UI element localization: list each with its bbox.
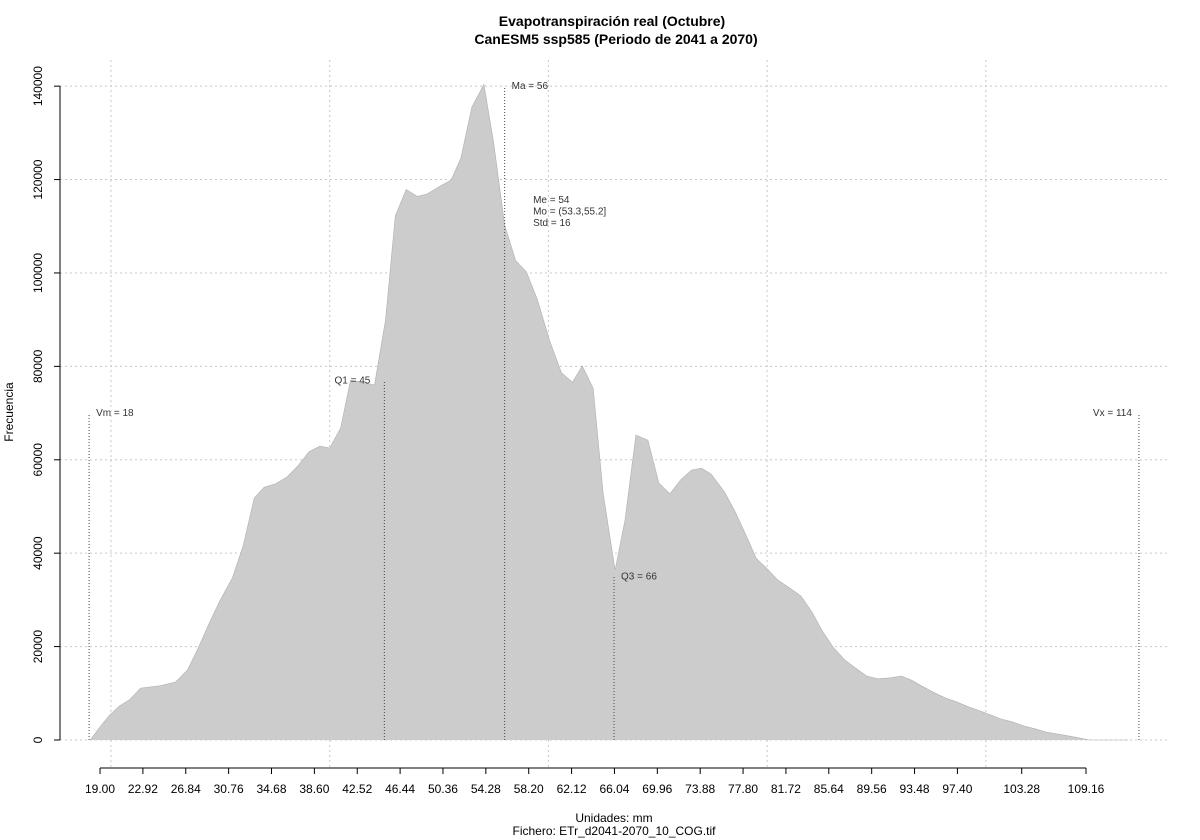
y-tick-label: 140000 [31,66,45,106]
y-axis-label: Frecuencia [2,382,16,442]
x-tick-label: 34.68 [256,782,286,796]
x-tick-label: 81.72 [771,782,801,796]
stat-text: Mo = (53.3,55.2] [533,206,606,217]
stat-label: Q1 = 45 [335,375,371,386]
x-axis-label: Unidades: mm [575,811,652,825]
x-tick-label: 19.00 [85,782,115,796]
x-tick-label: 38.60 [299,782,329,796]
x-tick-label: 77.80 [728,782,758,796]
y-tick-label: 60000 [31,443,45,477]
x-tick-label: 26.84 [171,782,201,796]
stat-label: Q3 = 66 [621,572,657,583]
chart-title: Evapotranspiración real (Octubre) [499,13,725,29]
area [89,83,1128,741]
stat-text: Me = 54 [533,195,570,206]
y-tick-label: 40000 [31,536,45,570]
x-tick-label: 93.48 [900,782,930,796]
stat-label: Ma = 56 [512,81,549,92]
x-tick-label: 73.88 [685,782,715,796]
stat-label: Vx = 114 [1093,408,1132,419]
x-tick-label: 89.56 [857,782,887,796]
x-tick-label: 85.64 [814,782,844,796]
chart-subtitle: CanESM5 ssp585 (Periodo de 2041 a 2070) [474,31,757,47]
x-tick-label: 54.28 [471,782,501,796]
x-tick-label: 109.16 [1068,782,1105,796]
stat-label: Vm = 18 [96,408,134,419]
x-tick-label: 58.20 [514,782,544,796]
x-tick-label: 50.36 [428,782,458,796]
y-tick-label: 120000 [31,159,45,199]
y-tick-label: 80000 [31,349,45,383]
x-tick-label: 69.96 [642,782,672,796]
y-tick-label: 100000 [31,253,45,293]
x-tick-label: 66.04 [599,782,629,796]
y-tick-label: 20000 [31,630,45,664]
x-tick-label: 42.52 [342,782,372,796]
x-tick-label: 103.28 [1003,782,1040,796]
y-tick-label: 0 [31,736,45,743]
x-tick-label: 30.76 [214,782,244,796]
x-tick-label: 22.92 [128,782,158,796]
x-tick-label: 62.12 [557,782,587,796]
stat-text: Std = 16 [533,218,571,229]
x-tick-label: 97.40 [942,782,972,796]
caption: Fichero: ETr_d2041-2070_10_COG.tif [513,824,717,838]
x-tick-label: 46.44 [385,782,415,796]
